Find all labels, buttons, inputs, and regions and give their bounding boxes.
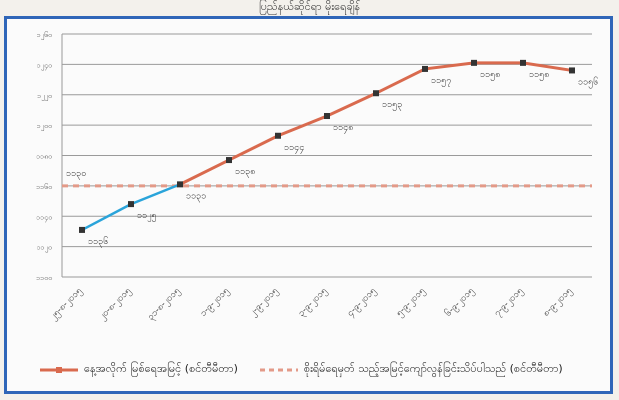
- y-tick-label: ၁၁၂၀: [37, 244, 52, 253]
- river-level-line-rising: [81, 183, 181, 232]
- y-tick-label: ၁၁၈၀: [36, 153, 52, 161]
- river-level-point: [471, 59, 477, 66]
- river-level-data-label: ၁၁၃၈: [235, 167, 255, 178]
- chart-legend: နေ့အလိုက် မြစ်ရေအမြင့် (စင်တီမီတာ) စိုးရ…: [40, 359, 600, 381]
- x-tick-label: ၅-၉-၂၀၁၅: [394, 286, 427, 319]
- x-tick-label: ၂၀-၈-၂၀၁၅: [97, 286, 134, 323]
- legend-label-danger-level: စိုးရိမ်ရေမှတ် သည့်အမြင့်ကျော်လွန်ခြင်းသ…: [303, 362, 563, 375]
- x-tick-label: ၄-၉-၂၀၁၅: [345, 286, 378, 319]
- river-level-point: [569, 67, 575, 74]
- river-level-data-label: ၁၁၃၁: [186, 191, 206, 202]
- river-level-point: [177, 181, 183, 188]
- y-tick-label: ၁၁၄၀: [36, 213, 52, 222]
- x-tick-label: ၃-၉-၂၀၁၅: [296, 286, 329, 319]
- legend-label-river-level: နေ့အလိုက် မြစ်ရေအမြင့် (စင်တီမီတာ): [84, 362, 238, 375]
- x-tick-label: ၂၅-၈-၂၀၁၅: [48, 286, 85, 323]
- y-tick-label: ၁၂၀၀: [37, 122, 52, 131]
- x-tick-label: ၇-၉-၂၀၁၅: [492, 286, 525, 319]
- river-level-point: [275, 132, 281, 139]
- chart-title: ပြည်နယ်ဆိုင်ရာ မိုးရေချိန်: [258, 0, 361, 13]
- river-level-data-label: ၁၁၅၈: [480, 70, 500, 81]
- river-level-point: [128, 201, 134, 208]
- river-level-point: [226, 157, 232, 164]
- y-tick-label: ၁၁၀၀: [36, 274, 52, 282]
- river-level-data-label: ၁၁၃၆: [88, 236, 108, 248]
- river-level-data-label: ၁၁၅၆: [578, 76, 598, 88]
- river-level-point: [79, 226, 85, 233]
- river-level-point: [324, 113, 330, 120]
- river-level-data-label: ၁၁၂၅: [137, 211, 157, 222]
- river-level-point: [422, 65, 428, 72]
- x-tick-label: ၈-၉-၂၀၁၅: [541, 286, 574, 319]
- legend-swatch-danger-level: [259, 368, 298, 372]
- danger-level-label: ၁၁၃၀: [66, 169, 86, 180]
- river-level-data-label: ၁၁၅၈: [529, 70, 549, 81]
- y-tick-label: ၁၂၄၀: [37, 61, 52, 70]
- river-level-data-label: ၁၁၄၈: [333, 123, 353, 134]
- x-tick-label: ၆-၉-၂၀၁၅: [443, 285, 477, 319]
- river-level-data-label: ၁၁၅၃: [382, 100, 402, 111]
- river-level-point: [373, 90, 379, 97]
- x-tick-label: ၁-၉-၂၀၁၅: [198, 286, 231, 319]
- y-tick-label: ၁၂၆၀: [37, 31, 52, 40]
- river-level-data-label: ၁၁၄၄: [284, 143, 304, 154]
- legend-item-danger-level: စိုးရိမ်ရေမှတ် သည့်အမြင့်ကျော်လွန်ခြင်းသ…: [259, 362, 563, 378]
- x-tick-label: ၃၁-၈-၂၀၁၅: [146, 286, 183, 323]
- y-tick-label: ၁၁၆၀: [36, 183, 52, 191]
- river-level-point: [520, 59, 526, 66]
- chart-frame: ၁၁၀၀ ၁၁၂၀ ၁၁၄၀ ၁၁၆၀ ၁၁၈၀ ၁၂၀၀ ၁၂၂၀ ၁၂၄၀ ၁၂၆၀၂၅-၈…: [4, 16, 613, 394]
- legend-swatch-river-level: [40, 367, 78, 373]
- y-tick-label: ၁၂၂၀: [37, 92, 52, 101]
- river-level-data-label: ၁၁၅၇: [431, 76, 451, 87]
- line-chart: ၁၁၀၀ ၁၁၂၀ ၁၁၄၀ ၁၁၆၀ ၁၁၈၀ ၁၂၀၀ ၁၂၂၀ ၁၂၄၀ ၁၂၆၀၂၅-၈…: [36, 31, 598, 323]
- x-tick-label: ၂-၉-၂၀၁၅: [248, 286, 281, 319]
- legend-item-river-level: နေ့အလိုက် မြစ်ရေအမြင့် (စင်တီမီတာ): [40, 362, 238, 378]
